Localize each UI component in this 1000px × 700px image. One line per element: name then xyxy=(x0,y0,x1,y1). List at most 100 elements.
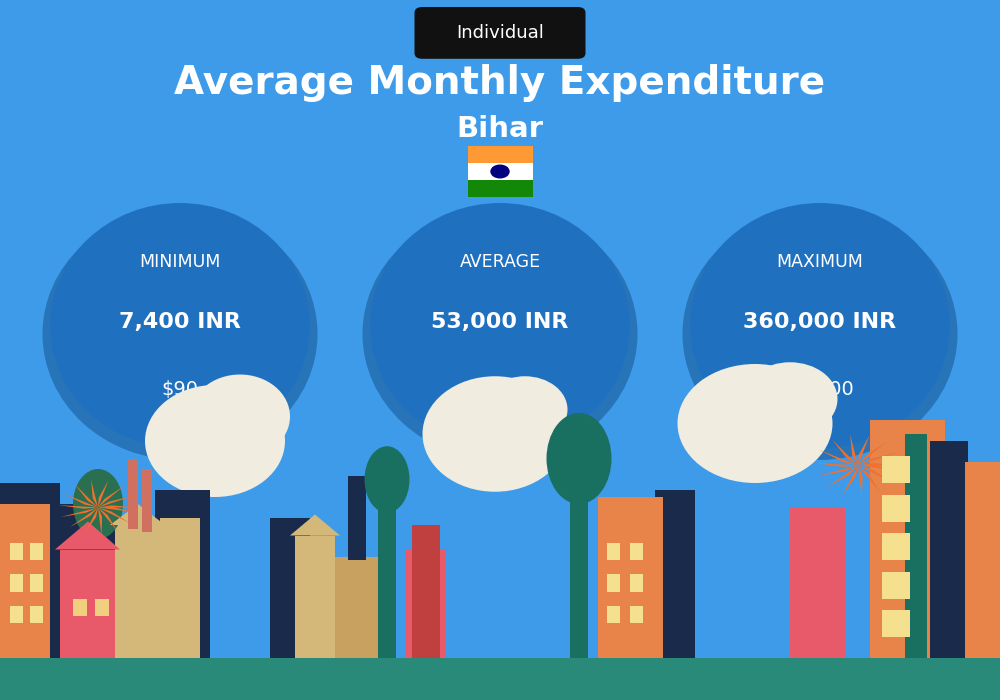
Polygon shape xyxy=(91,480,98,508)
Bar xyxy=(882,572,910,598)
Bar xyxy=(905,434,927,658)
Text: Average Monthly Expenditure: Average Monthly Expenditure xyxy=(174,64,826,102)
Bar xyxy=(598,497,663,658)
Polygon shape xyxy=(850,435,858,466)
Bar xyxy=(10,542,23,560)
Bar xyxy=(0,504,50,658)
Ellipse shape xyxy=(145,385,285,497)
Polygon shape xyxy=(858,466,895,484)
FancyBboxPatch shape xyxy=(415,7,585,59)
Bar xyxy=(10,574,23,592)
Bar xyxy=(882,610,910,637)
Text: 7,400 INR: 7,400 INR xyxy=(119,312,241,332)
Polygon shape xyxy=(110,504,165,525)
Circle shape xyxy=(491,165,509,178)
Bar xyxy=(468,146,532,163)
Polygon shape xyxy=(290,514,340,536)
Bar xyxy=(330,556,385,658)
Bar xyxy=(930,441,968,658)
Polygon shape xyxy=(826,466,858,488)
Text: AVERAGE: AVERAGE xyxy=(459,253,541,271)
Bar xyxy=(882,533,910,560)
Bar xyxy=(965,462,1000,658)
Bar xyxy=(378,497,396,658)
Bar xyxy=(55,504,115,658)
Bar xyxy=(607,574,620,592)
Ellipse shape xyxy=(678,364,832,483)
Polygon shape xyxy=(858,466,863,497)
Bar xyxy=(655,490,695,658)
Polygon shape xyxy=(819,449,858,466)
Ellipse shape xyxy=(742,363,838,435)
Bar xyxy=(0,483,60,658)
Polygon shape xyxy=(858,435,870,466)
Bar xyxy=(790,508,845,658)
Bar xyxy=(30,606,43,623)
Ellipse shape xyxy=(370,203,630,448)
Bar xyxy=(10,606,23,623)
Bar xyxy=(607,542,620,560)
Bar xyxy=(405,550,445,658)
Bar xyxy=(468,180,532,197)
Polygon shape xyxy=(98,508,118,532)
Polygon shape xyxy=(98,496,134,508)
Bar xyxy=(270,518,310,658)
Bar xyxy=(630,542,643,560)
Bar xyxy=(155,490,210,658)
Bar xyxy=(95,598,109,616)
Polygon shape xyxy=(98,505,138,508)
Bar xyxy=(870,420,945,658)
Text: 360,000 INR: 360,000 INR xyxy=(743,312,897,332)
Bar xyxy=(882,456,910,483)
Text: $640: $640 xyxy=(475,379,525,399)
Text: MINIMUM: MINIMUM xyxy=(139,253,221,271)
Ellipse shape xyxy=(190,374,290,458)
Ellipse shape xyxy=(682,208,958,460)
Polygon shape xyxy=(813,463,858,467)
Text: MAXIMUM: MAXIMUM xyxy=(777,253,863,271)
Polygon shape xyxy=(858,465,902,471)
Ellipse shape xyxy=(42,208,318,460)
Polygon shape xyxy=(98,508,137,512)
Ellipse shape xyxy=(73,469,123,539)
Polygon shape xyxy=(75,484,98,508)
Ellipse shape xyxy=(482,377,568,443)
Ellipse shape xyxy=(690,203,950,448)
Polygon shape xyxy=(55,522,120,550)
Polygon shape xyxy=(98,486,124,508)
Text: 53,000 INR: 53,000 INR xyxy=(431,312,569,332)
Bar xyxy=(30,574,43,592)
Polygon shape xyxy=(58,505,98,509)
Bar xyxy=(607,606,620,623)
Polygon shape xyxy=(63,494,98,508)
Polygon shape xyxy=(98,508,102,536)
Polygon shape xyxy=(98,508,131,524)
Polygon shape xyxy=(98,480,108,508)
Bar xyxy=(128,458,138,528)
Bar xyxy=(142,469,152,532)
Ellipse shape xyxy=(364,447,410,512)
Bar xyxy=(160,518,200,658)
Bar xyxy=(0,658,1000,700)
Bar xyxy=(570,476,588,658)
Bar xyxy=(882,495,910,522)
Text: $90: $90 xyxy=(162,379,198,399)
Polygon shape xyxy=(858,452,899,466)
Ellipse shape xyxy=(362,208,638,460)
Text: Individual: Individual xyxy=(456,24,544,42)
Polygon shape xyxy=(858,442,887,466)
Bar xyxy=(73,598,87,616)
Polygon shape xyxy=(70,508,98,527)
Bar xyxy=(30,542,43,560)
Ellipse shape xyxy=(546,413,612,504)
Bar xyxy=(412,525,440,658)
Bar xyxy=(295,536,335,658)
Polygon shape xyxy=(84,508,98,534)
Polygon shape xyxy=(858,463,903,466)
Bar xyxy=(60,550,115,658)
Bar xyxy=(468,163,532,180)
Ellipse shape xyxy=(50,203,310,448)
Text: Bihar: Bihar xyxy=(456,115,544,143)
Polygon shape xyxy=(843,466,858,495)
Ellipse shape xyxy=(422,377,568,491)
